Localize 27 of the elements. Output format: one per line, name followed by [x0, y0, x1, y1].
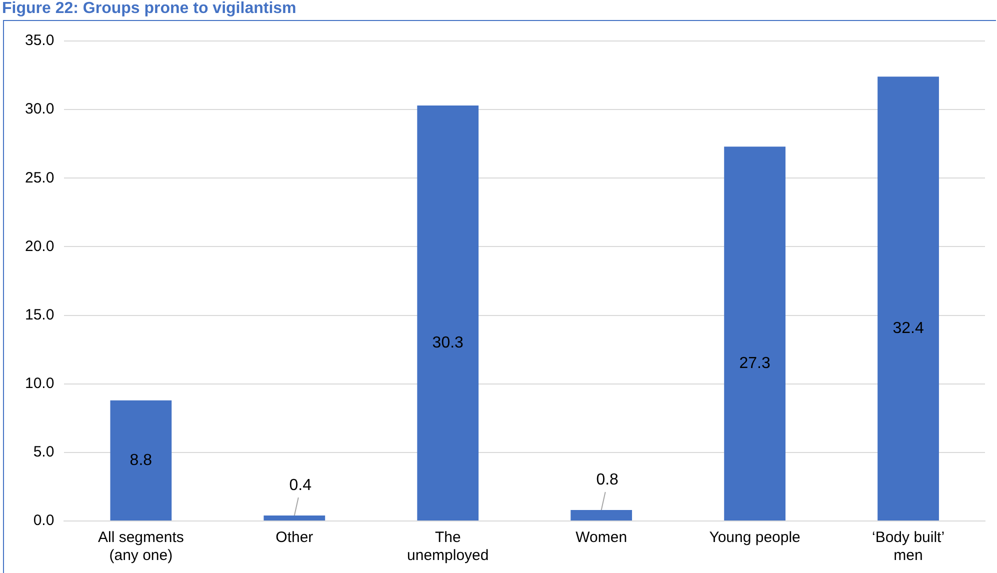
bar: [264, 516, 326, 520]
y-tick-label: 0.0: [33, 512, 54, 530]
y-tick-label: 10.0: [24, 375, 54, 392]
data-label: 8.8: [130, 452, 152, 469]
x-tick-label: The unemployed: [406, 529, 489, 564]
bar: [110, 400, 172, 520]
x-tick-label: All segments (any one): [98, 529, 184, 564]
x-tick-label: Other: [276, 529, 314, 546]
x-tick-label: ‘Body built’ men: [872, 529, 945, 564]
y-tick-label: 25.0: [24, 169, 54, 186]
bar: [417, 105, 479, 520]
data-label: 0.4: [289, 476, 312, 494]
y-tick-label: 5.0: [33, 444, 54, 461]
y-tick-label: 20.0: [24, 238, 54, 255]
bar: [724, 146, 786, 520]
data-label: 30.3: [432, 334, 464, 352]
bar: [570, 510, 632, 520]
y-tick-label: 15.0: [24, 306, 54, 324]
y-tick-label: 30.0: [24, 100, 54, 118]
y-tick-label: 35.0: [24, 32, 54, 50]
chart-title: Figure 22: Groups prone to vigilantism: [2, 0, 296, 18]
data-label: 32.4: [892, 320, 924, 337]
bar: [878, 76, 939, 520]
data-label: 27.3: [739, 354, 770, 372]
x-tick-label: Women: [576, 529, 628, 546]
x-tick-label: Young people: [709, 529, 800, 546]
data-label: 0.8: [596, 471, 619, 488]
